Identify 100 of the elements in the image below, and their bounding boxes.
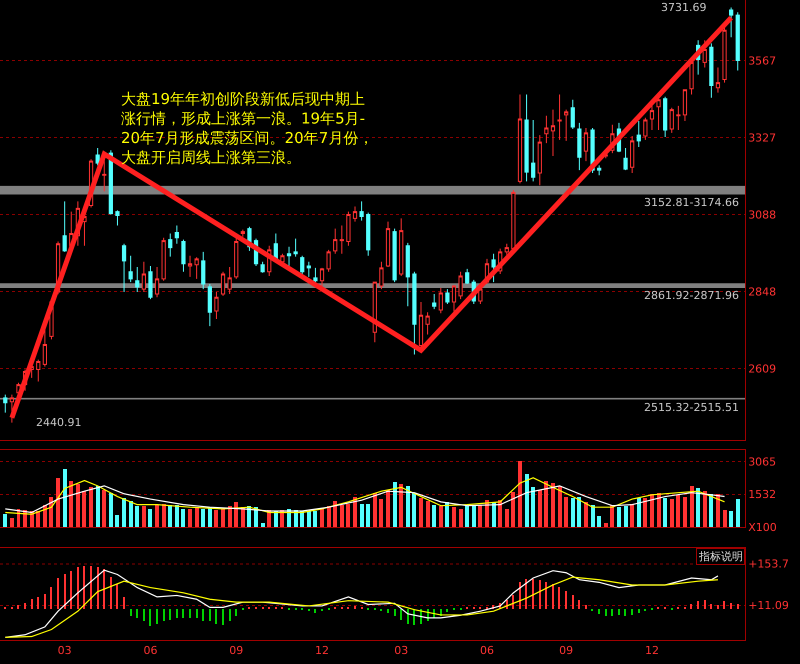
bar xyxy=(710,604,712,609)
candlestick xyxy=(122,243,126,293)
bar xyxy=(564,497,568,527)
bar xyxy=(314,609,316,613)
bar xyxy=(102,490,106,527)
bar xyxy=(505,509,509,527)
bar xyxy=(696,488,700,527)
bar xyxy=(76,484,80,527)
x-tick-label: 12 xyxy=(315,644,330,658)
candlestick xyxy=(623,147,628,171)
candlestick xyxy=(597,164,602,176)
bar xyxy=(69,481,73,527)
candlestick xyxy=(392,228,397,283)
bar xyxy=(571,498,575,527)
bar xyxy=(110,577,112,609)
bar xyxy=(122,498,126,527)
bar xyxy=(697,601,699,609)
y-tick-label: 1532 xyxy=(748,488,776,502)
candlestick xyxy=(557,94,562,140)
bar xyxy=(512,595,514,609)
candlestick xyxy=(366,212,370,256)
bar xyxy=(519,582,521,609)
bar xyxy=(116,584,118,609)
bar xyxy=(31,599,33,609)
candlestick xyxy=(425,312,430,335)
bar xyxy=(716,494,720,527)
candlestick xyxy=(36,359,40,382)
bar xyxy=(274,511,278,527)
band-label: 2515.32-2515.51 xyxy=(644,401,739,414)
bar xyxy=(50,587,52,609)
candlestick xyxy=(260,261,265,274)
bar xyxy=(222,609,224,625)
candlestick xyxy=(531,119,536,182)
bar xyxy=(149,609,151,626)
bar xyxy=(611,609,613,616)
bar xyxy=(327,506,331,527)
candlestick xyxy=(326,249,331,272)
y-tick-label: 3065 xyxy=(748,456,776,469)
bar xyxy=(670,499,674,527)
candlestick xyxy=(630,136,634,174)
bar xyxy=(148,509,152,527)
bar xyxy=(552,584,554,609)
bar xyxy=(704,600,706,609)
bar xyxy=(387,609,389,613)
bar xyxy=(565,591,567,609)
bar xyxy=(723,601,725,609)
candlestick xyxy=(360,200,364,222)
bar xyxy=(406,486,410,527)
candlestick xyxy=(3,394,8,414)
bar xyxy=(407,609,409,624)
bar xyxy=(657,493,661,527)
y-tick-label: 2848 xyxy=(748,286,776,299)
bar xyxy=(163,609,165,621)
bar xyxy=(44,594,46,609)
candlestick xyxy=(128,255,133,283)
candlestick xyxy=(352,206,358,222)
bar xyxy=(24,603,26,609)
bar xyxy=(333,501,337,527)
candlestick xyxy=(584,128,588,162)
candlestick xyxy=(636,120,641,148)
candlestick xyxy=(340,224,344,254)
bar xyxy=(426,501,430,527)
bar xyxy=(10,518,14,527)
bar xyxy=(208,507,212,527)
bar xyxy=(736,499,740,527)
candlestick xyxy=(676,105,680,130)
bar xyxy=(49,497,53,527)
bar xyxy=(320,509,324,527)
bar xyxy=(109,493,113,527)
bar xyxy=(558,486,562,527)
bar xyxy=(17,605,19,609)
y-tick-label: 3088 xyxy=(748,208,776,222)
candlestick xyxy=(643,117,648,140)
bar xyxy=(97,567,99,609)
candlestick xyxy=(729,7,734,38)
bar xyxy=(717,605,719,609)
bar xyxy=(737,604,739,609)
bar xyxy=(637,498,641,527)
bar xyxy=(730,603,732,609)
bar xyxy=(130,609,132,616)
bar xyxy=(261,523,265,527)
bar xyxy=(56,478,60,527)
bar xyxy=(83,566,85,609)
candlestick xyxy=(174,224,179,244)
bar xyxy=(485,500,489,527)
x-tick-label: 09 xyxy=(229,644,244,658)
bar xyxy=(690,604,692,609)
candlestick xyxy=(577,122,582,171)
candlestick xyxy=(709,42,714,98)
bar xyxy=(175,505,179,527)
bar xyxy=(617,507,621,527)
candlestick xyxy=(115,210,120,226)
candlestick xyxy=(564,109,568,142)
bar xyxy=(366,504,370,527)
bar xyxy=(176,609,178,618)
candlestick xyxy=(550,109,556,156)
bar xyxy=(340,505,344,527)
candlestick xyxy=(306,261,311,278)
bar xyxy=(638,609,640,613)
bar xyxy=(400,609,402,620)
